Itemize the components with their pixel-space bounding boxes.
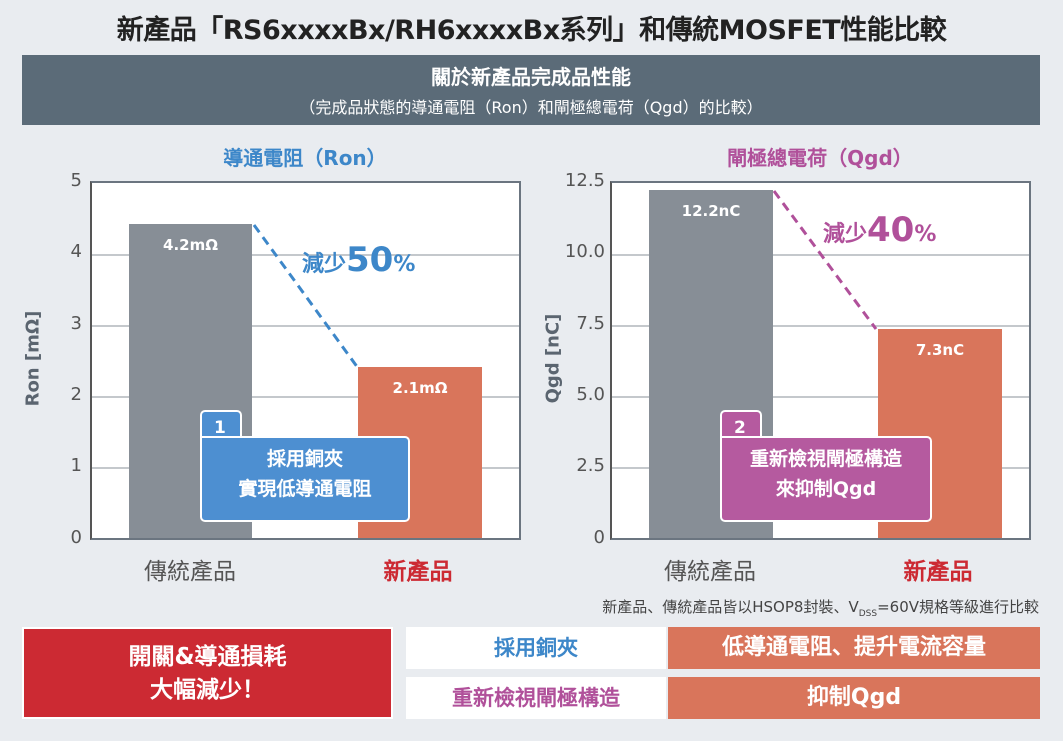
qgd-value-conventional: 12.2nC	[681, 202, 741, 220]
page-title: 新產品「RS6xxxxBx/RH6xxxxBx系列」和傳統MOSFET性能比較	[116, 15, 947, 46]
ron-chart-title: 導通電阻（Ron）	[223, 146, 387, 170]
callout-line1: 採用銅夾	[266, 448, 343, 470]
comparison-note: 新產品、傳統產品皆以HSOP8封裝、VDSS=60V規格等級進行比較	[602, 596, 1039, 619]
summary-line2: 大幅減少！	[150, 677, 265, 703]
summary-feature: 採用銅夾	[406, 627, 666, 669]
summary-benefit: 低導通電阻、提升電流容量	[668, 627, 1040, 669]
ron-reduction-annotation: 減少50%	[302, 240, 415, 280]
qgd-category-new: 新產品	[903, 559, 973, 585]
qgd-value-new: 7.3nC	[915, 341, 965, 359]
gridline	[92, 254, 519, 256]
callout-line2: 實現低導通電阻	[238, 478, 372, 500]
summary-highlight-box: 開關&導通損耗 大幅減少！	[22, 627, 393, 719]
qgd-tick-2-5: 2.5	[576, 455, 605, 476]
ron-value-conventional: 4.2mΩ	[163, 236, 218, 254]
callout-line2: 來抑制Qgd	[775, 478, 877, 500]
ron-tick-0: 0	[70, 527, 82, 548]
ron-tick-1: 1	[70, 455, 82, 476]
gridline	[612, 396, 1029, 398]
callout-body: 重新檢視閘極構造 來抑制Qgd	[720, 436, 932, 522]
ron-reduction-value: 50	[346, 240, 394, 280]
ron-category-conventional: 傳統產品	[144, 559, 236, 585]
summary-benefit: 抑制Qgd	[668, 677, 1040, 719]
qgd-tick-5: 5.0	[576, 384, 605, 405]
qgd-category-conventional: 傳統產品	[664, 559, 756, 585]
note-text-end: =60V規格等級進行比較	[877, 598, 1039, 616]
qgd-tick-10: 10.0	[564, 241, 605, 262]
gridline	[92, 325, 519, 327]
summary-line1: 開關&導通損耗	[128, 644, 287, 670]
ron-reduction-suffix: %	[393, 252, 416, 277]
ron-reduction-prefix: 減少	[302, 252, 347, 277]
callout-line1: 重新檢視閘極構造	[749, 448, 902, 470]
note-subscript: DSS	[858, 609, 878, 619]
qgd-tick-0: 0	[593, 527, 605, 548]
ron-callout: 1 採用銅夾 實現低導通電阻	[200, 410, 410, 522]
section-header: 關於新產品完成品性能 （完成品狀態的導通電阻（Ron）和閘極總電荷（Qgd）的比…	[22, 55, 1040, 125]
section-header-subtitle: （完成品狀態的導通電阻（Ron）和閘極總電荷（Qgd）的比較）	[299, 98, 763, 117]
ron-tick-5: 5	[70, 170, 82, 191]
ron-category-new: 新產品	[383, 559, 453, 585]
ron-tick-3: 3	[70, 313, 82, 334]
qgd-y-axis-label: Qgd [nC]	[542, 313, 564, 404]
qgd-reduction-annotation: 減少40%	[823, 210, 936, 250]
qgd-reduction-prefix: 減少	[823, 222, 868, 247]
note-text: 新產品、傳統產品皆以HSOP8封裝、V	[602, 598, 859, 616]
qgd-chart-title: 閘極總電荷（Qgd）	[727, 146, 913, 170]
gridline	[612, 325, 1029, 327]
ron-value-new: 2.1mΩ	[392, 379, 448, 397]
qgd-tick-12-5: 12.5	[564, 170, 605, 191]
qgd-bar-conventional: 12.2nC	[649, 190, 773, 538]
ron-tick-2: 2	[70, 384, 82, 405]
qgd-reduction-line	[772, 190, 878, 330]
summary-feature: 重新檢視閘極構造	[406, 677, 666, 719]
qgd-callout: 2 重新檢視閘極構造 來抑制Qgd	[720, 410, 932, 522]
callout-body: 採用銅夾 實現低導通電阻	[200, 436, 410, 522]
summary-row: 採用銅夾 低導通電阻、提升電流容量	[406, 627, 1040, 669]
qgd-reduction-value: 40	[867, 210, 915, 250]
ron-y-axis-label: Ron [mΩ]	[22, 310, 44, 407]
gridline	[92, 396, 519, 398]
section-header-title: 關於新產品完成品性能	[431, 65, 631, 89]
summary-row: 重新檢視閘極構造 抑制Qgd	[406, 677, 1040, 719]
ron-tick-4: 4	[70, 241, 82, 262]
qgd-tick-7-5: 7.5	[576, 313, 605, 334]
qgd-reduction-suffix: %	[914, 222, 937, 247]
